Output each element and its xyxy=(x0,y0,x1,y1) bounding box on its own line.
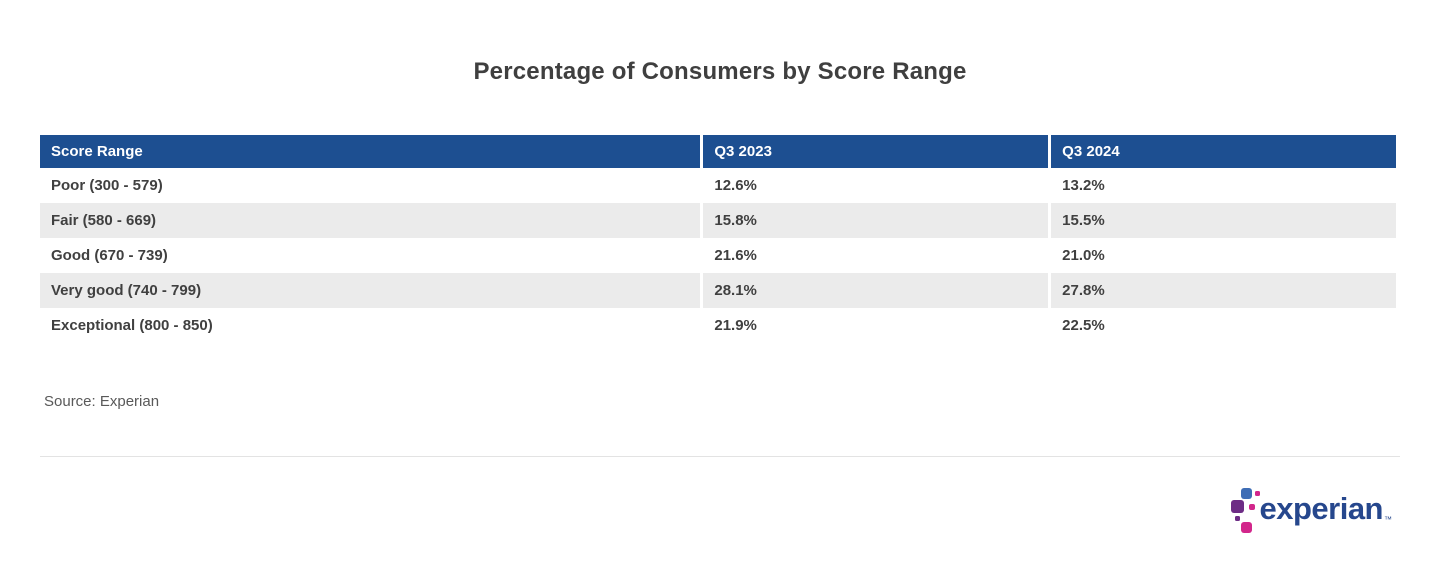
page-title: Percentage of Consumers by Score Range xyxy=(473,58,967,85)
table-row: Exceptional (800 - 850) 21.9% 22.5% xyxy=(40,308,1396,343)
source-note: Source: Experian xyxy=(44,393,160,410)
score-table-container: Score Range Q3 2023 Q3 2024 Poor (300 - … xyxy=(40,135,1396,343)
q3-2024-cell: 15.5% xyxy=(1048,203,1396,238)
trademark-symbol: ™ xyxy=(1384,515,1392,524)
experian-logo-dots-icon xyxy=(1231,484,1263,536)
logo-dot-blue xyxy=(1241,488,1253,499)
score-range-cell: Poor (300 - 579) xyxy=(40,168,701,203)
logo-dot-magenta-small xyxy=(1255,491,1261,496)
q3-2024-cell: 21.0% xyxy=(1048,238,1396,273)
logo-dot-magenta-large xyxy=(1241,522,1253,533)
q3-2024-cell: 13.2% xyxy=(1048,168,1396,203)
q3-2023-cell: 12.6% xyxy=(700,168,1049,203)
table-row: Poor (300 - 579) 12.6% 13.2% xyxy=(40,168,1396,203)
logo-dot-purple-large xyxy=(1231,500,1245,513)
logo-dot-purple-small xyxy=(1235,516,1241,521)
score-range-cell: Good (670 - 739) xyxy=(40,238,701,273)
score-range-cell: Fair (580 - 669) xyxy=(40,203,701,238)
table-row: Very good (740 - 799) 28.1% 27.8% xyxy=(40,273,1396,308)
column-header-q3-2024: Q3 2024 xyxy=(1048,135,1396,168)
score-range-cell: Exceptional (800 - 850) xyxy=(40,308,701,343)
table-row: Good (670 - 739) 21.6% 21.0% xyxy=(40,238,1396,273)
table-row: Fair (580 - 669) 15.8% 15.5% xyxy=(40,203,1396,238)
experian-logo: experian ™ xyxy=(1231,484,1392,536)
q3-2024-cell: 27.8% xyxy=(1048,273,1396,308)
column-header-score-range: Score Range xyxy=(40,135,701,168)
q3-2024-cell: 22.5% xyxy=(1048,308,1396,343)
q3-2023-cell: 28.1% xyxy=(700,273,1049,308)
q3-2023-cell: 21.9% xyxy=(700,308,1049,343)
logo-dot-magenta-mid xyxy=(1249,504,1256,510)
q3-2023-cell: 15.8% xyxy=(700,203,1049,238)
footer-divider xyxy=(40,456,1400,457)
q3-2023-cell: 21.6% xyxy=(700,238,1049,273)
score-table: Score Range Q3 2023 Q3 2024 Poor (300 - … xyxy=(40,135,1396,343)
column-header-q3-2023: Q3 2023 xyxy=(700,135,1049,168)
table-header-row: Score Range Q3 2023 Q3 2024 xyxy=(40,135,1396,168)
experian-wordmark: experian xyxy=(1259,491,1383,526)
score-range-cell: Very good (740 - 799) xyxy=(40,273,701,308)
